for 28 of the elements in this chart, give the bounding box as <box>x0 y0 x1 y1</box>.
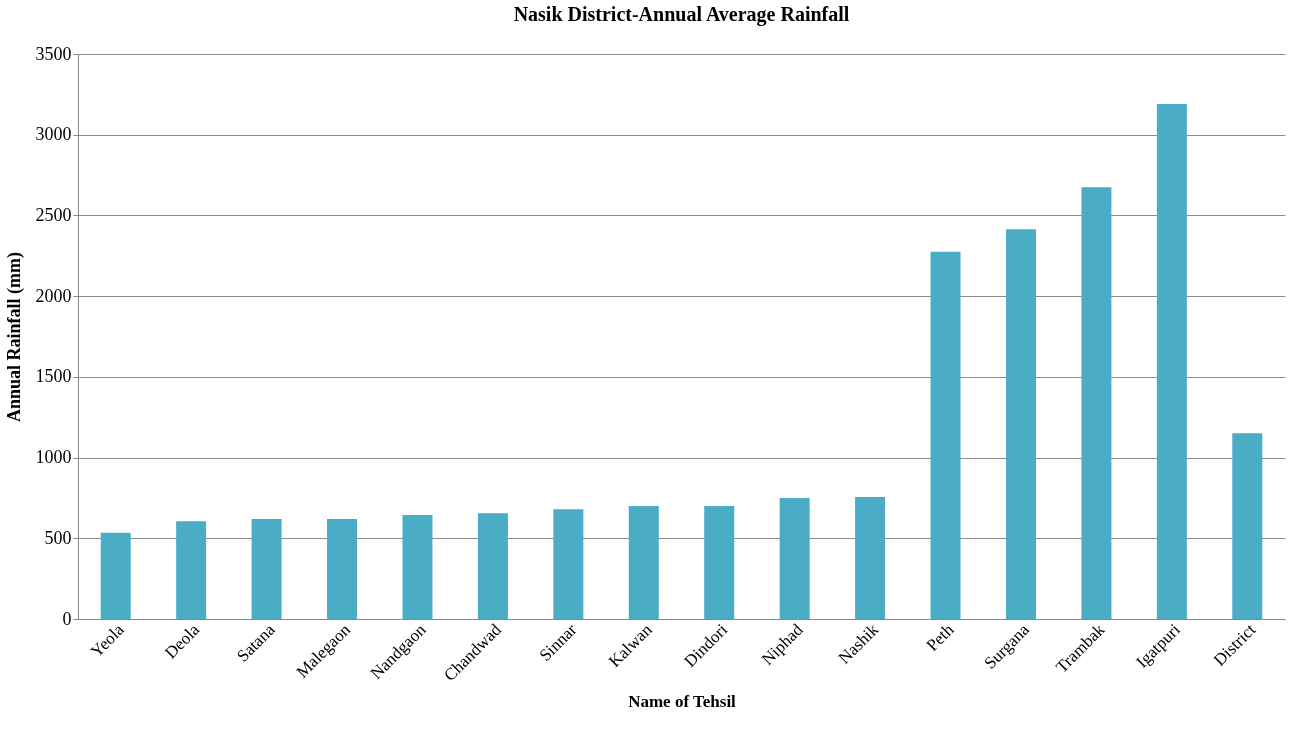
bar <box>1232 433 1263 619</box>
x-tick-label: Peth <box>922 619 958 655</box>
bar <box>553 509 584 619</box>
bar <box>327 518 358 619</box>
bar <box>1005 229 1036 619</box>
y-tick-label: 500 <box>44 527 72 548</box>
bar <box>930 251 961 619</box>
bar <box>100 532 131 619</box>
y-tick-label: 0 <box>62 608 72 629</box>
y-axis-title: Annual Rainfall (mm) <box>3 251 25 423</box>
bar <box>251 518 282 619</box>
bar <box>1156 104 1187 619</box>
bar <box>628 506 659 619</box>
bar <box>402 514 433 619</box>
bar <box>1081 187 1112 619</box>
bar <box>779 497 810 619</box>
y-tick-label: 3000 <box>35 124 72 145</box>
x-axis-title: Name of Tehsil <box>628 692 737 712</box>
bar <box>477 513 508 619</box>
bar <box>704 506 735 619</box>
chart-title: Nasik District-Annual Average Rainfall <box>513 3 850 26</box>
bar <box>176 521 207 619</box>
y-tick-label: 3500 <box>35 43 72 64</box>
y-tick-label: 1500 <box>35 366 72 387</box>
y-tick-label: 2500 <box>35 204 72 225</box>
bar <box>855 497 886 619</box>
y-tick-label: 2000 <box>35 285 72 306</box>
y-tick-label: 1000 <box>35 447 72 468</box>
